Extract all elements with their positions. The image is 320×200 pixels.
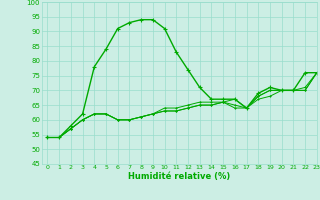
X-axis label: Humidité relative (%): Humidité relative (%): [128, 172, 230, 181]
